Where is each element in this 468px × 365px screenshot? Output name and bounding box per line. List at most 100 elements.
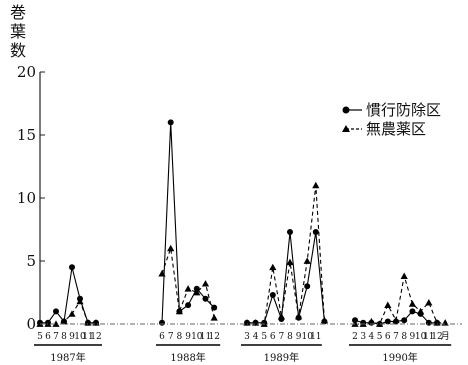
series-line: [247, 185, 325, 325]
data-point-circle: [304, 283, 311, 290]
x-tick-label: 12: [208, 332, 219, 342]
y-axis-label-char: 巻: [10, 3, 26, 22]
series-line: [247, 231, 325, 324]
data-point-circle: [287, 229, 293, 236]
data-point-circle: [202, 295, 209, 302]
legend-label: 無農薬区: [366, 120, 426, 138]
data-point-circle: [159, 319, 165, 326]
x-tick-label: 5: [377, 332, 383, 342]
data-point-triangle: [269, 263, 277, 271]
x-tick-label: 9: [69, 332, 75, 342]
data-point-triangle: [243, 319, 251, 326]
year-label: 1989年: [264, 351, 299, 364]
x-tick-label: 9: [296, 332, 302, 342]
data-point-circle: [69, 264, 75, 271]
data-point-triangle: [210, 314, 218, 321]
x-tick-label: 3: [244, 332, 250, 342]
data-point-circle: [211, 304, 218, 311]
y-tick-label: 20: [17, 63, 36, 81]
year-label: 1988年: [170, 351, 205, 364]
x-tick-label: 12: [431, 332, 442, 342]
y-tick-label: 5: [26, 252, 36, 270]
x-tick-label: 11: [310, 332, 321, 342]
series-no-pesticide: [36, 181, 449, 327]
data-point-triangle: [201, 280, 210, 287]
data-point-triangle: [184, 285, 192, 292]
year-label: 1990年: [382, 351, 417, 364]
series-line: [40, 267, 96, 324]
y-tick-label: 15: [17, 126, 36, 144]
data-point-triangle: [441, 319, 449, 326]
data-point-triangle: [60, 317, 68, 325]
y-axis-label-char: 葉: [10, 22, 26, 41]
x-tick-label: 8: [287, 332, 293, 342]
data-point-triangle: [376, 320, 384, 327]
data-point-circle: [352, 317, 358, 324]
data-point-triangle: [303, 257, 311, 264]
legend-triangle-marker: [342, 125, 350, 132]
x-tick-label: 7: [279, 332, 285, 342]
data-point-circle: [167, 119, 174, 126]
x-tick-label: 4: [369, 332, 375, 342]
series-layer: [36, 119, 449, 327]
data-point-triangle: [312, 181, 320, 189]
x-tick-label: 8: [61, 332, 67, 342]
x-tick-label: 月: [441, 331, 450, 342]
data-point-circle: [312, 229, 319, 236]
y-tick-label: 10: [17, 189, 36, 207]
x-tick-label: 6: [385, 332, 391, 342]
x-tick-label: 6: [270, 332, 276, 342]
data-point-triangle: [295, 312, 303, 320]
x-tick-label: 10: [191, 332, 203, 342]
x-tick-label: 4: [253, 332, 259, 342]
data-point-triangle: [286, 258, 294, 266]
x-tick-label: 10: [74, 332, 86, 342]
legend-label: 慣行防除区: [366, 101, 441, 119]
series-line: [161, 122, 215, 323]
data-point-triangle: [52, 320, 60, 327]
x-tick-label: 11: [82, 332, 93, 342]
series-line: [355, 275, 446, 325]
data-point-triangle: [367, 317, 375, 325]
x-tick-label: 5: [261, 332, 267, 342]
data-point-triangle: [76, 297, 84, 305]
data-point-triangle: [320, 316, 328, 324]
legend-item: 無農薬区: [342, 120, 426, 138]
data-point-triangle: [433, 319, 441, 326]
data-point-triangle: [167, 244, 175, 252]
data-point-triangle: [392, 316, 400, 324]
legend-circle-marker: [342, 106, 350, 114]
x-tick-label: 9: [410, 332, 416, 342]
data-point-triangle: [158, 270, 166, 277]
x-tick-label: 3: [360, 332, 366, 342]
data-point-triangle: [84, 319, 92, 326]
x-tick-label: 11: [200, 332, 211, 342]
data-point-triangle: [193, 288, 201, 296]
x-tick-label: 7: [53, 332, 59, 342]
x-tick-label: 10: [301, 332, 313, 342]
data-point-circle: [409, 308, 416, 315]
x-tick-label: 6: [45, 332, 51, 342]
x-tick-label: 6: [159, 332, 165, 342]
x-tick-label: 8: [401, 332, 407, 342]
y-axis-label-char: 数: [10, 41, 26, 60]
x-tick-label: 11: [423, 332, 434, 342]
data-point-circle: [185, 302, 192, 309]
y-axis-label: 巻葉数: [10, 3, 26, 60]
series-conventional: [37, 119, 440, 327]
x-tick-label: 7: [393, 332, 399, 342]
data-point-circle: [401, 317, 408, 324]
x-tick-label: 10: [415, 332, 427, 342]
x-tick-label: 12: [90, 332, 101, 342]
data-point-triangle: [425, 298, 433, 306]
x-tick-label: 2: [352, 332, 358, 342]
x-tick-label: 9: [185, 332, 191, 342]
data-point-triangle: [384, 301, 392, 308]
